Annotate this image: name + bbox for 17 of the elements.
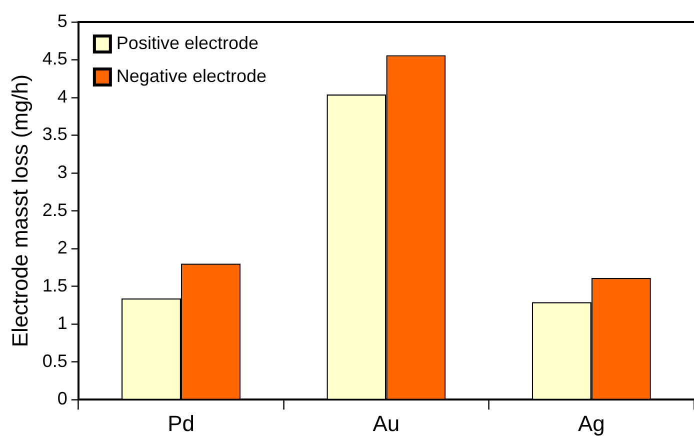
y-tick-label: 2.5 [42, 200, 68, 220]
y-tick-label: 1 [57, 313, 68, 334]
y-tick-label: 0 [57, 388, 68, 409]
y-tick-label: 0.5 [42, 350, 68, 371]
x-tick-label: Au [372, 410, 400, 436]
y-tick-label: 4 [57, 86, 68, 106]
y-tick-label: 3 [57, 162, 68, 182]
x-tick-label: Ag [578, 410, 605, 436]
y-tick-label: 1.5 [42, 275, 68, 296]
y-tick-label: 5 [57, 10, 68, 31]
x-tick-label: Pd [168, 410, 194, 436]
y-tick-label: 4.5 [42, 48, 68, 69]
y-tick-label: 2 [57, 238, 68, 258]
y-axis-title: Electrode masst loss (mg/h) [7, 74, 32, 348]
legend-label: Positive electrode [116, 32, 258, 53]
y-tick-label: 3.5 [42, 124, 68, 144]
legend-label: Negative electrode [116, 66, 267, 86]
